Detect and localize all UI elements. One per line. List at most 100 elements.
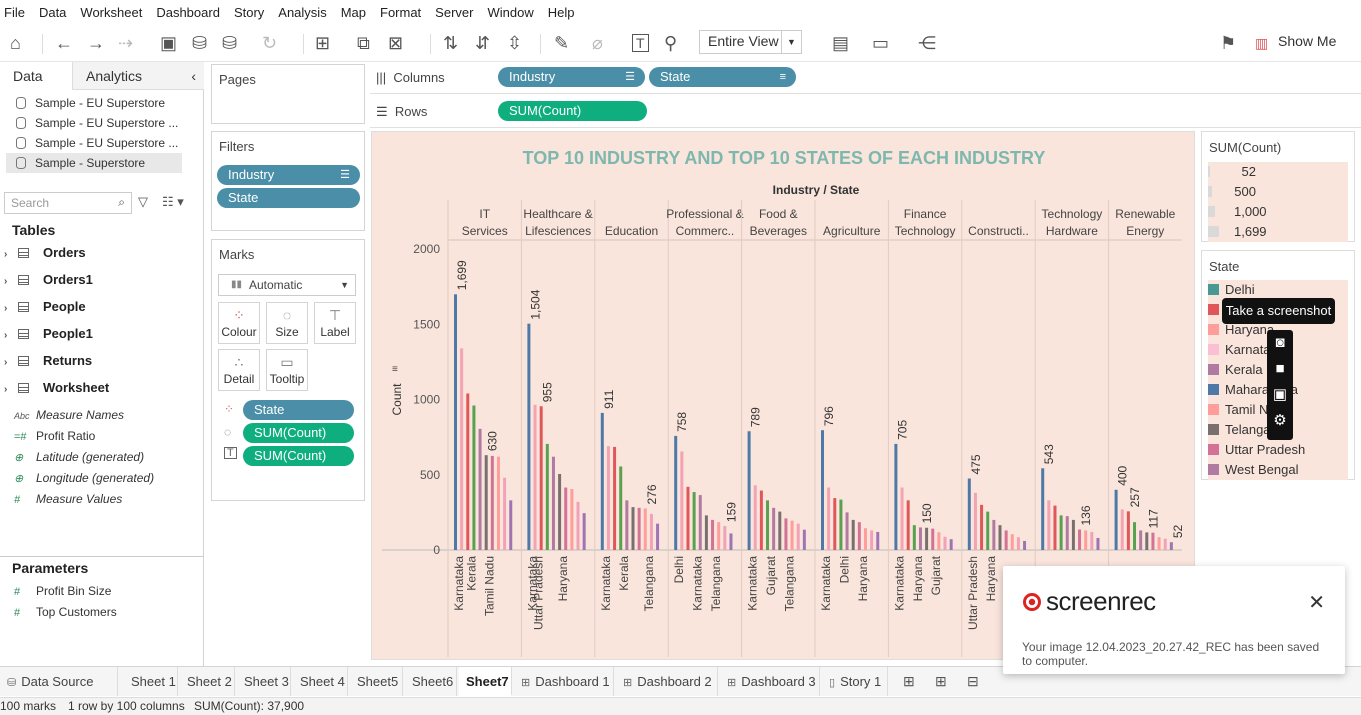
menu-item[interactable]: Window (487, 4, 534, 20)
mark-type-select[interactable]: ▮▮ Automatic ▼ (218, 274, 356, 296)
bar[interactable] (784, 518, 788, 550)
settings-icon[interactable]: ⚙ (1273, 412, 1287, 429)
highlight-icon[interactable]: ✎ (554, 32, 570, 53)
bar[interactable] (1041, 468, 1045, 550)
bar[interactable] (509, 500, 513, 550)
marks-pill-size[interactable]: SUM(Count) (243, 423, 354, 443)
bar[interactable] (600, 412, 604, 550)
filter-icon[interactable]: ▽ (138, 194, 148, 209)
bar[interactable] (900, 487, 904, 550)
size-legend-item[interactable]: 1,699 (1208, 222, 1348, 242)
sheet-tab[interactable]: Sheet 4 (293, 667, 348, 696)
menu-item[interactable]: Worksheet (80, 4, 143, 20)
bar[interactable] (790, 520, 794, 550)
bar[interactable] (698, 495, 702, 550)
replay-icon[interactable]: ⇢ (118, 32, 134, 53)
bar[interactable] (802, 529, 806, 550)
industry-header[interactable]: Renewable Energy (1115, 207, 1175, 238)
bar[interactable] (906, 500, 910, 550)
colour-button[interactable]: ⁘ Colour (218, 302, 260, 344)
tooltip-button[interactable]: ▭ Tooltip (266, 349, 308, 391)
bar[interactable] (613, 446, 617, 550)
bar[interactable] (1145, 532, 1149, 550)
table-item[interactable]: › Returns (0, 348, 200, 374)
bar[interactable] (619, 466, 623, 550)
chevron-down-icon[interactable]: ▼ (781, 31, 801, 53)
bar[interactable] (1004, 530, 1008, 550)
save-icon[interactable]: ▣ (160, 32, 178, 53)
bar[interactable] (680, 451, 684, 550)
chevron-right-icon[interactable]: › (4, 384, 8, 395)
bar[interactable] (496, 456, 500, 550)
table-item[interactable]: › Orders1 (0, 267, 200, 293)
bar[interactable] (631, 507, 635, 550)
bar[interactable] (692, 492, 696, 550)
menu-item[interactable]: Server (435, 4, 474, 20)
bar[interactable] (503, 477, 507, 550)
sheet-tab[interactable]: ⛁ Data Source (0, 667, 118, 696)
view-list-icon[interactable]: ☷ ▾ (162, 194, 184, 209)
parameter-item[interactable]: # Profit Bin Size (14, 581, 111, 602)
marks-pill-state[interactable]: State (243, 400, 354, 420)
new-story-icon[interactable]: ⊟ (967, 673, 979, 689)
pin-icon[interactable]: ⚲ (664, 32, 678, 53)
industry-header[interactable]: Finance Technology (895, 207, 956, 238)
menu-item[interactable]: Dashboard (156, 4, 220, 20)
redo-icon[interactable]: → (87, 32, 105, 53)
chevron-right-icon[interactable]: › (4, 276, 8, 287)
undo-icon[interactable]: ← (55, 32, 73, 53)
size-legend-item[interactable]: 500 (1208, 182, 1348, 202)
pause-updates-icon[interactable]: ⛁ (222, 32, 238, 53)
bar[interactable] (656, 523, 660, 550)
chevron-right-icon[interactable]: › (4, 330, 8, 341)
bar[interactable] (992, 519, 996, 550)
bar[interactable] (460, 348, 464, 550)
bar[interactable] (729, 533, 733, 550)
gallery-icon[interactable]: ▣ (1272, 386, 1288, 403)
menu-item[interactable]: Format (380, 4, 422, 20)
bar[interactable] (1151, 532, 1155, 550)
tab-analytics[interactable]: Analytics ‹ (72, 62, 204, 90)
bar[interactable] (1053, 505, 1057, 550)
group-icon[interactable]: ⌀ (592, 32, 603, 53)
bar[interactable] (943, 536, 947, 550)
bar[interactable] (778, 511, 782, 550)
detail-button[interactable]: ∴ Detail (218, 349, 260, 391)
data-source-item[interactable]: Sample - EU Superstore (16, 93, 165, 113)
bar[interactable] (986, 511, 990, 550)
bar[interactable] (454, 294, 457, 550)
swap-icon[interactable]: ⇅ (443, 32, 459, 53)
show-me-icon[interactable]: ▥ (1255, 34, 1269, 51)
bar[interactable] (1016, 537, 1020, 550)
bar[interactable] (527, 323, 531, 550)
video-icon[interactable]: ■ (1275, 360, 1285, 377)
bar[interactable] (1139, 530, 1143, 550)
bar[interactable] (912, 525, 916, 550)
menu-item[interactable]: File (4, 4, 25, 20)
bar[interactable] (686, 486, 690, 550)
clear-sheet-icon[interactable]: ⊠ (388, 32, 404, 53)
sheet-tab[interactable]: ▯ Story 1 (822, 667, 888, 696)
bar[interactable] (649, 513, 653, 550)
bar[interactable] (1133, 522, 1137, 550)
chevron-down-icon[interactable]: ▼ (340, 280, 349, 290)
duplicate-icon[interactable]: ⧉ (357, 32, 370, 53)
field-item[interactable]: ⊕ Longitude (generated) (14, 468, 154, 489)
bar[interactable] (1163, 538, 1167, 550)
new-worksheet-icon[interactable]: ⊞ (903, 673, 915, 689)
bar[interactable] (967, 478, 971, 550)
industry-header[interactable]: Professional & Commerc.. (666, 207, 743, 238)
bar[interactable] (772, 507, 776, 550)
collapse-icon[interactable]: ‹ (191, 68, 196, 84)
field-item[interactable]: =# Profit Ratio (14, 426, 95, 447)
bar[interactable] (876, 531, 880, 550)
sort-ascending-icon[interactable]: ⇵ (475, 32, 491, 53)
size-legend-item[interactable]: 52 (1208, 162, 1348, 182)
bar[interactable] (1157, 537, 1161, 550)
show-me-button[interactable]: Show Me (1278, 33, 1337, 49)
menu-item[interactable]: Data (38, 4, 67, 20)
bar[interactable] (1065, 516, 1069, 550)
bar[interactable] (711, 519, 715, 550)
columns-shelf[interactable]: ||| Columns Industry ☰ State ≡ (370, 62, 1361, 94)
data-source-item[interactable]: Sample - EU Superstore ... (16, 133, 178, 153)
